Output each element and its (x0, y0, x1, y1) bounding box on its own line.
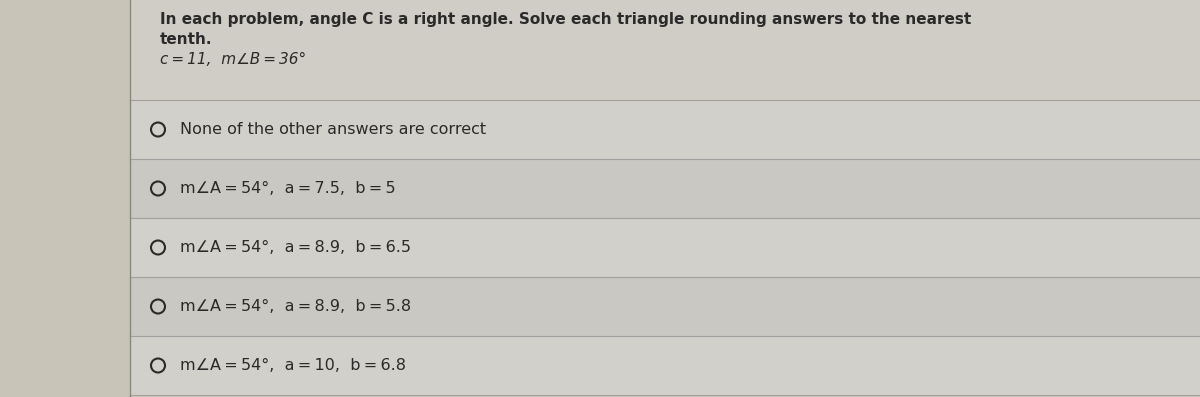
Bar (130, 218, 1200, 277)
Text: m∠A = 54°,  a = 8.9,  b = 6.5: m∠A = 54°, a = 8.9, b = 6.5 (180, 240, 410, 255)
Bar (130, 0, 1200, 100)
Bar (0, 0, 130, 397)
Text: tenth.: tenth. (160, 32, 212, 47)
Text: m∠A = 54°,  a = 7.5,  b = 5: m∠A = 54°, a = 7.5, b = 5 (180, 181, 396, 196)
Text: None of the other answers are correct: None of the other answers are correct (180, 122, 486, 137)
Bar (130, 336, 1200, 395)
Bar (130, 100, 1200, 159)
Bar (130, 277, 1200, 336)
Bar (130, 159, 1200, 218)
Text: m∠A = 54°,  a = 8.9,  b = 5.8: m∠A = 54°, a = 8.9, b = 5.8 (180, 299, 412, 314)
Text: c = 11,  m∠B = 36°: c = 11, m∠B = 36° (160, 52, 306, 67)
Text: In each problem, angle C is a right angle. Solve each triangle rounding answers : In each problem, angle C is a right angl… (160, 12, 971, 27)
Text: m∠A = 54°,  a = 10,  b = 6.8: m∠A = 54°, a = 10, b = 6.8 (180, 358, 406, 373)
